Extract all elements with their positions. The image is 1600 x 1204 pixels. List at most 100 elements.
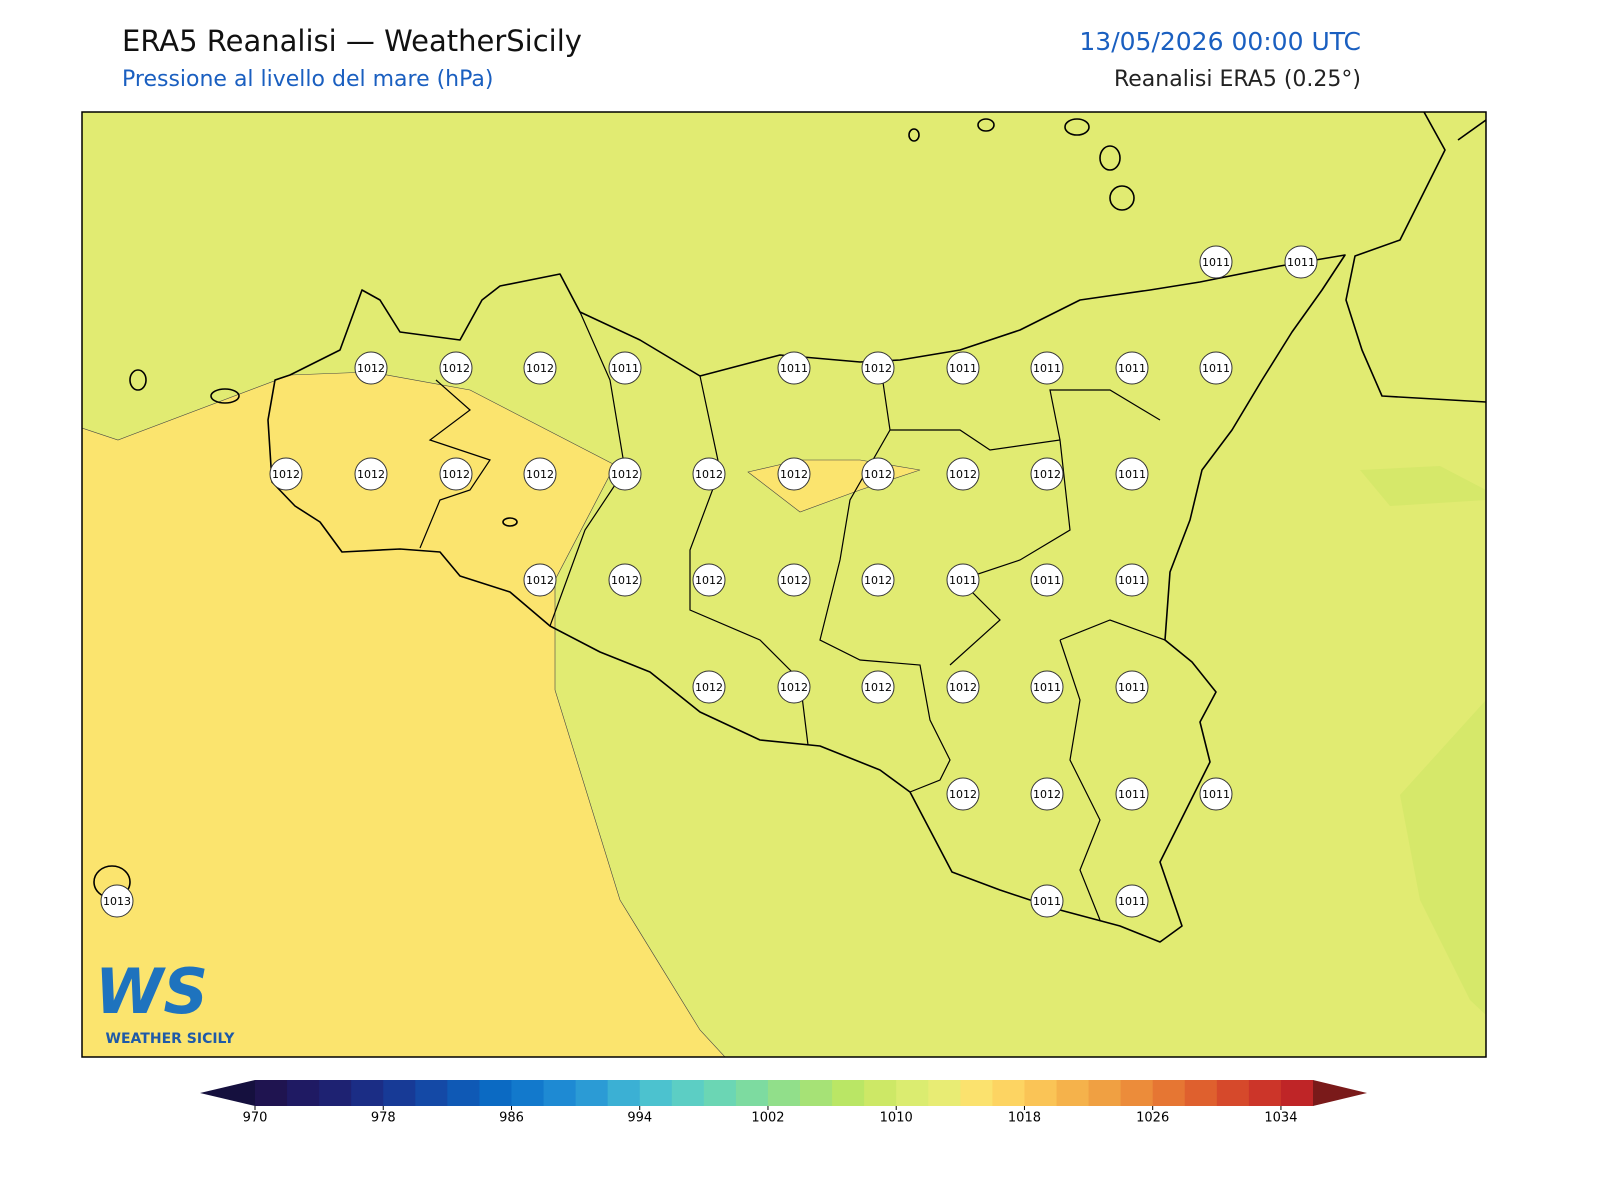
station-marker xyxy=(861,351,895,385)
station-value: 1011 xyxy=(1033,895,1061,908)
station-value: 1012 xyxy=(695,468,723,481)
title: ERA5 Reanalisi — WeatherSicily xyxy=(122,24,582,58)
station-value: 1012 xyxy=(864,362,892,375)
station-marker xyxy=(269,457,303,491)
station-marker xyxy=(777,563,811,597)
station-value: 1011 xyxy=(1118,362,1146,375)
station-marker xyxy=(777,351,811,385)
station-value: 1012 xyxy=(611,574,639,587)
station-marker xyxy=(1030,777,1064,811)
station-value: 1011 xyxy=(1202,788,1230,801)
colorbar-box xyxy=(767,1080,801,1106)
logo-text: WEATHER SICILY xyxy=(106,1031,236,1047)
station-marker xyxy=(1030,351,1064,385)
colorbar-box xyxy=(800,1080,833,1106)
station-marker xyxy=(1030,670,1064,704)
colorbar-box xyxy=(992,1080,1025,1106)
station-value: 1012 xyxy=(780,681,808,694)
station-marker xyxy=(1115,563,1149,597)
station-marker xyxy=(1199,245,1233,279)
station-value: 1011 xyxy=(1033,681,1061,694)
island xyxy=(210,388,240,404)
colorbar-box xyxy=(1056,1080,1090,1106)
station-marker xyxy=(1115,457,1149,491)
station-value: 1012 xyxy=(949,788,977,801)
station-marker xyxy=(946,457,980,491)
station-marker xyxy=(946,351,980,385)
station-marker xyxy=(1199,777,1233,811)
station-value: 1012 xyxy=(526,362,554,375)
colorbar-box xyxy=(447,1080,480,1106)
station-value: 1012 xyxy=(695,681,723,694)
colorbar-box xyxy=(832,1080,865,1106)
calabria-coast xyxy=(1345,112,1486,403)
station-value: 1011 xyxy=(780,362,808,375)
colorbar-box xyxy=(1024,1080,1058,1106)
station-marker xyxy=(777,670,811,704)
stations: 1011 1011 1012 1012 1012 1011 1011 1012 1011 1011… xyxy=(100,245,1318,918)
source: Reanalisi ERA5 (0.25°) xyxy=(1114,67,1361,92)
station-marker xyxy=(692,670,726,704)
station-marker xyxy=(608,563,642,597)
colorbar-box xyxy=(864,1080,897,1106)
island xyxy=(908,128,920,142)
colorbar-tick-label: 994 xyxy=(627,1111,652,1126)
station-value: 1012 xyxy=(864,681,892,694)
station-value: 1012 xyxy=(357,468,385,481)
station-value: 1011 xyxy=(611,362,639,375)
station-marker xyxy=(1030,884,1064,918)
station-marker xyxy=(439,351,473,385)
colorbar-extend-high xyxy=(1313,1080,1367,1106)
station-value: 1012 xyxy=(695,574,723,587)
colorbar-box xyxy=(383,1080,416,1106)
colorbar-box xyxy=(1216,1080,1250,1106)
colorbar-box xyxy=(1120,1080,1154,1106)
station-value: 1012 xyxy=(780,468,808,481)
colorbar-box xyxy=(607,1080,641,1106)
station-value: 1011 xyxy=(1118,468,1146,481)
colorbar-box xyxy=(255,1080,288,1106)
station-marker xyxy=(946,670,980,704)
station-value: 1011 xyxy=(949,362,977,375)
colorbar-tick-label: 1026 xyxy=(1136,1111,1169,1126)
station-value: 1011 xyxy=(1202,362,1230,375)
station-marker xyxy=(523,563,557,597)
logo: WS WEATHER SICILY xyxy=(95,955,235,1047)
island xyxy=(1099,145,1121,171)
station-marker xyxy=(608,457,642,491)
colorbar-box xyxy=(575,1080,609,1106)
station-marker xyxy=(354,457,388,491)
station-value: 1013 xyxy=(103,895,131,908)
station-value: 1012 xyxy=(357,362,385,375)
colorbar-box xyxy=(1280,1080,1314,1106)
station-value: 1012 xyxy=(526,574,554,587)
station-value: 1012 xyxy=(949,468,977,481)
station-marker xyxy=(861,563,895,597)
station-value: 1012 xyxy=(526,468,554,481)
station-value: 1011 xyxy=(1118,895,1146,908)
station-value: 1012 xyxy=(1033,788,1061,801)
station-marker xyxy=(692,457,726,491)
station-marker xyxy=(1115,884,1149,918)
colorbar-box xyxy=(960,1080,993,1106)
station-marker xyxy=(523,457,557,491)
field-low xyxy=(1360,466,1486,506)
station-marker xyxy=(692,563,726,597)
station-value: 1012 xyxy=(864,468,892,481)
station-marker xyxy=(608,351,642,385)
station-marker xyxy=(1284,245,1318,279)
station-marker xyxy=(777,457,811,491)
colorbar-box xyxy=(735,1080,769,1106)
map: 1011 1011 1012 1012 1012 1011 1011 1012 1011 1011… xyxy=(81,111,1487,1058)
station-marker xyxy=(1115,777,1149,811)
station-marker xyxy=(100,884,134,918)
station-value: 1012 xyxy=(272,468,300,481)
station-value: 1011 xyxy=(1118,681,1146,694)
station-value: 1011 xyxy=(1033,574,1061,587)
station-marker xyxy=(1115,351,1149,385)
colorbar-tick-label: 978 xyxy=(371,1111,396,1126)
colorbar-box xyxy=(671,1080,705,1106)
station-value: 1012 xyxy=(611,468,639,481)
station-value: 1011 xyxy=(1287,256,1315,269)
station-value: 1012 xyxy=(864,574,892,587)
